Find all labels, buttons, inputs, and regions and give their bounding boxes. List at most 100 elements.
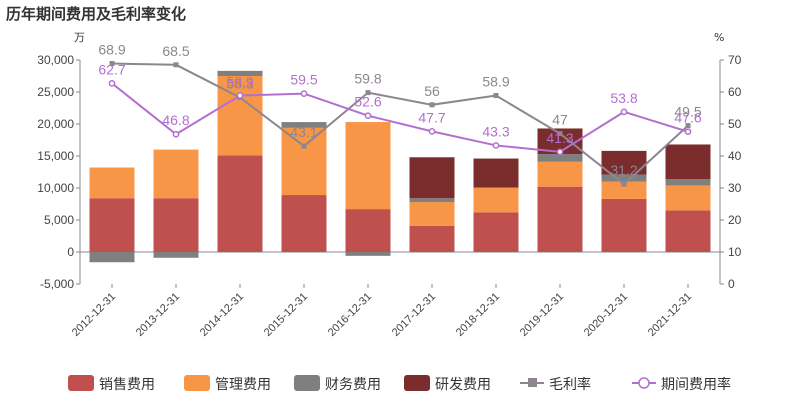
data-label-5-1: 46.8 xyxy=(162,112,189,128)
left-tick-label: 25,000 xyxy=(37,85,74,99)
x-tick-label: 2012-12-31 xyxy=(70,291,118,339)
line-layer xyxy=(108,61,692,187)
right-axis-unit: % xyxy=(714,31,724,44)
left-tick-label: -5,000 xyxy=(40,277,74,291)
bar-0-0 xyxy=(89,198,135,252)
data-label-5-9: 47.6 xyxy=(674,110,701,126)
x-tick-label: 2020-12-31 xyxy=(582,291,630,339)
legend-marker-5 xyxy=(638,377,650,389)
bar-0-2 xyxy=(217,155,263,252)
bar-0-3 xyxy=(281,195,327,252)
data-label-5-5: 47.7 xyxy=(418,109,445,125)
bar-1-7 xyxy=(537,161,583,187)
bar-2-0 xyxy=(89,252,135,263)
marker-4-5 xyxy=(429,102,435,108)
data-label-4-4: 59.8 xyxy=(354,71,381,87)
bar-0-8 xyxy=(601,198,647,252)
legend-marker-4 xyxy=(528,378,537,387)
left-axis-unit: 万 xyxy=(74,31,85,44)
x-tick-label: 2019-12-31 xyxy=(518,291,566,339)
marker-5-2 xyxy=(236,92,244,99)
bar-0-7 xyxy=(537,186,583,252)
bar-2-1 xyxy=(153,252,199,258)
legend-swatch-1 xyxy=(184,375,210,391)
bar-0-1 xyxy=(153,198,199,252)
legend-label-1: 管理费用 xyxy=(215,377,271,393)
left-tick-label: 0 xyxy=(67,245,74,259)
bar-layer xyxy=(89,70,711,263)
legend-label-3: 研发费用 xyxy=(435,377,491,393)
data-label-layer: 68.9 68.5 58.3 43.1 59.8 56 58.9 47 31.2 49.5 62.7… xyxy=(98,42,701,179)
x-tick-label: 2013-12-31 xyxy=(134,291,182,339)
marker-4-1 xyxy=(173,62,179,68)
data-label-5-0: 62.7 xyxy=(98,61,125,77)
right-tick-label: 0 xyxy=(728,277,735,291)
data-label-4-0: 68.9 xyxy=(98,42,125,58)
bar-1-9 xyxy=(665,185,711,211)
marker-5-1 xyxy=(172,130,180,138)
right-tick-label: 40 xyxy=(728,149,742,163)
data-label-5-3: 59.5 xyxy=(290,72,317,88)
marker-4-7 xyxy=(557,131,563,137)
right-tick-label: 30 xyxy=(728,181,742,195)
bar-3-5 xyxy=(409,157,455,199)
legend-swatch-2 xyxy=(294,375,320,391)
marker-4-0 xyxy=(109,61,115,67)
x-tick-label: 2018-12-31 xyxy=(454,291,502,339)
x-tick-label: 2014-12-31 xyxy=(198,291,246,339)
data-label-5-8: 53.8 xyxy=(610,90,637,106)
data-label-4-7: 47 xyxy=(552,112,568,128)
bar-3-8 xyxy=(601,150,647,175)
x-tick-label: 2017-12-31 xyxy=(390,291,438,339)
x-tick-label: 2021-12-31 xyxy=(646,291,694,339)
bar-1-6 xyxy=(473,188,519,213)
bar-0-5 xyxy=(409,225,455,252)
marker-5-7 xyxy=(556,148,564,156)
data-label-4-5: 56 xyxy=(424,83,440,99)
right-tick-label: 70 xyxy=(728,53,742,67)
chart-title: 历年期间费用及毛利率变化 xyxy=(6,5,186,23)
left-tick-label: 5,000 xyxy=(44,213,74,227)
bar-1-4 xyxy=(345,122,391,210)
line-series-5 xyxy=(111,82,689,153)
marker-5-5 xyxy=(428,128,436,135)
data-label-4-9: 49.5 xyxy=(674,104,701,120)
legend-swatch-3 xyxy=(404,375,430,391)
left-tick-label: 15,000 xyxy=(37,149,74,163)
data-label-5-7: 41.3 xyxy=(546,130,573,146)
marker-4-8 xyxy=(621,181,627,187)
bar-2-6 xyxy=(473,187,519,188)
bar-2-8 xyxy=(601,174,647,182)
bar-0-9 xyxy=(665,210,711,252)
marker-4-6 xyxy=(493,93,499,99)
legend-label-5: 期间费用率 xyxy=(661,376,731,393)
x-tick-label: 2015-12-31 xyxy=(262,291,310,339)
bar-0-4 xyxy=(345,209,391,252)
marker-5-8 xyxy=(620,108,628,116)
legend-swatch-0 xyxy=(68,375,94,391)
right-tick-label: 50 xyxy=(728,117,742,131)
bar-1-1 xyxy=(153,149,199,199)
bar-2-9 xyxy=(665,179,711,186)
right-tick-label: 60 xyxy=(728,85,742,99)
data-label-4-2: 58.3 xyxy=(226,75,253,91)
bar-3-9 xyxy=(665,144,711,180)
data-label-4-6: 58.9 xyxy=(482,74,509,90)
marker-4-4 xyxy=(365,90,371,96)
marker-5-0 xyxy=(108,80,116,87)
legend: 销售费用 管理费用 财务费用 研发费用 毛利率 期间费用率 xyxy=(68,375,731,393)
legend-label-0: 销售费用 xyxy=(99,377,155,393)
marker-5-9 xyxy=(684,128,692,136)
bar-2-5 xyxy=(409,198,455,203)
marker-5-4 xyxy=(364,112,372,120)
bar-1-5 xyxy=(409,202,455,226)
data-label-5-2: 58.9 xyxy=(226,74,253,90)
data-label-5-6: 43.3 xyxy=(482,123,509,139)
bar-2-4 xyxy=(345,252,391,256)
left-tick-label: 10,000 xyxy=(37,181,74,195)
marker-4-9 xyxy=(685,123,691,129)
marker-5-3 xyxy=(300,90,308,97)
marker-5-6 xyxy=(492,142,500,149)
bar-3-6 xyxy=(473,158,519,188)
